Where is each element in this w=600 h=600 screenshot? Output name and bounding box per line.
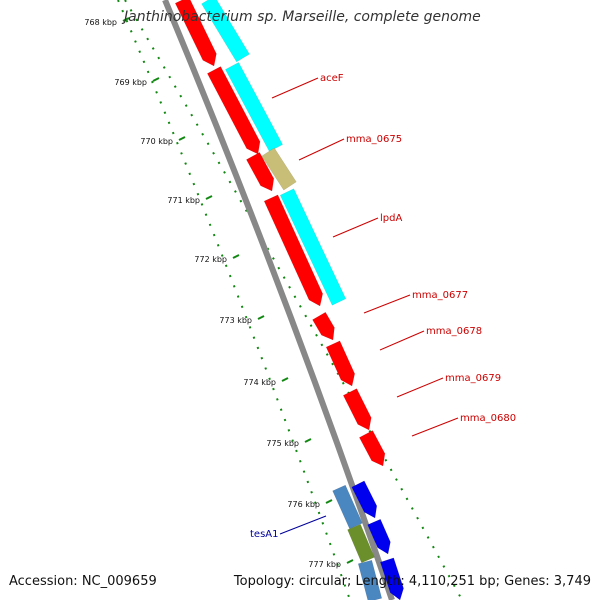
kbp-tick xyxy=(325,499,333,504)
kbp-tick xyxy=(178,136,186,141)
gene-label[interactable]: mma_0675 xyxy=(346,134,402,145)
kbp-label: 772 kbp xyxy=(194,255,227,264)
kbp-tick xyxy=(205,195,213,200)
gene-leader-line xyxy=(298,138,345,161)
kbp-tick xyxy=(281,377,289,382)
gene-label[interactable]: aceF xyxy=(320,73,344,84)
kbp-label: 769 kbp xyxy=(114,78,147,87)
gene-leader-line xyxy=(396,377,444,398)
cds-red-block xyxy=(246,152,275,192)
cds-cyan-block xyxy=(225,62,283,152)
cds-cyan-block xyxy=(201,0,250,63)
gene-features xyxy=(174,0,404,600)
cds-red-block xyxy=(325,340,355,387)
gene-label[interactable]: mma_0678 xyxy=(426,326,482,337)
cds-steel-block xyxy=(357,559,383,600)
kbp-label: 774 kbp xyxy=(243,378,276,387)
gene-leader-line xyxy=(279,515,327,535)
kbp-tick xyxy=(232,254,240,259)
cds-red-block xyxy=(312,311,335,341)
cds-steel-block xyxy=(332,484,363,530)
gene-leader-line xyxy=(332,217,379,238)
kbp-label: 771 kbp xyxy=(167,196,200,205)
kbp-label: 777 kbp xyxy=(308,560,341,569)
cds-red-block xyxy=(207,66,261,155)
genome-summary: Topology: circular; Length: 4,110,251 bp… xyxy=(233,574,591,589)
kbp-tick xyxy=(152,77,160,82)
kbp-label: 776 kbp xyxy=(287,500,320,509)
kbp-label: 773 kbp xyxy=(219,316,252,325)
cds-red-block xyxy=(263,194,323,307)
kbp-tick xyxy=(346,559,354,564)
kbp-tick xyxy=(122,17,130,22)
gene-label[interactable]: mma_0679 xyxy=(445,373,501,384)
kbp-tick xyxy=(304,438,312,443)
gene-leader-line xyxy=(379,330,425,351)
kbp-label: 770 kbp xyxy=(140,137,173,146)
map-title: Janthinobacterium sp. Marseille, complet… xyxy=(124,9,481,25)
kbp-tick xyxy=(257,315,265,320)
cds-khaki-block xyxy=(261,147,297,191)
gene-leader-line xyxy=(363,294,411,314)
cds-blue-block xyxy=(351,480,378,519)
cds-cyan-block xyxy=(279,188,347,306)
gene-label[interactable]: mma_0680 xyxy=(460,413,516,424)
gene-leader-line xyxy=(271,77,319,99)
kbp-label: 768 kbp xyxy=(84,18,117,27)
genome-backbone xyxy=(162,0,395,600)
cds-red-block xyxy=(174,0,217,67)
gene-label[interactable]: mma_0677 xyxy=(412,290,468,301)
gene-label[interactable]: lpdA xyxy=(380,213,402,224)
gene-label[interactable]: tesA1 xyxy=(250,529,279,540)
gene-leader-line xyxy=(411,417,459,437)
gene-labels: aceF mma_0675 lpdA mma_0677 mma_0678 mma_0679… xyxy=(250,73,516,540)
cds-red-block xyxy=(342,388,372,431)
cds-blue-block xyxy=(367,518,391,555)
cds-red-block xyxy=(359,430,386,467)
kbp-label: 775 kbp xyxy=(266,439,299,448)
cds-olive-block xyxy=(347,523,375,564)
cds-blue-block xyxy=(380,557,404,600)
accession-text: Accession: NC_009659 xyxy=(9,574,157,589)
scale-ticks: 768 kbp 769 kbp 770 kbp 771 kbp 772 kbp 773 k… xyxy=(84,17,354,569)
